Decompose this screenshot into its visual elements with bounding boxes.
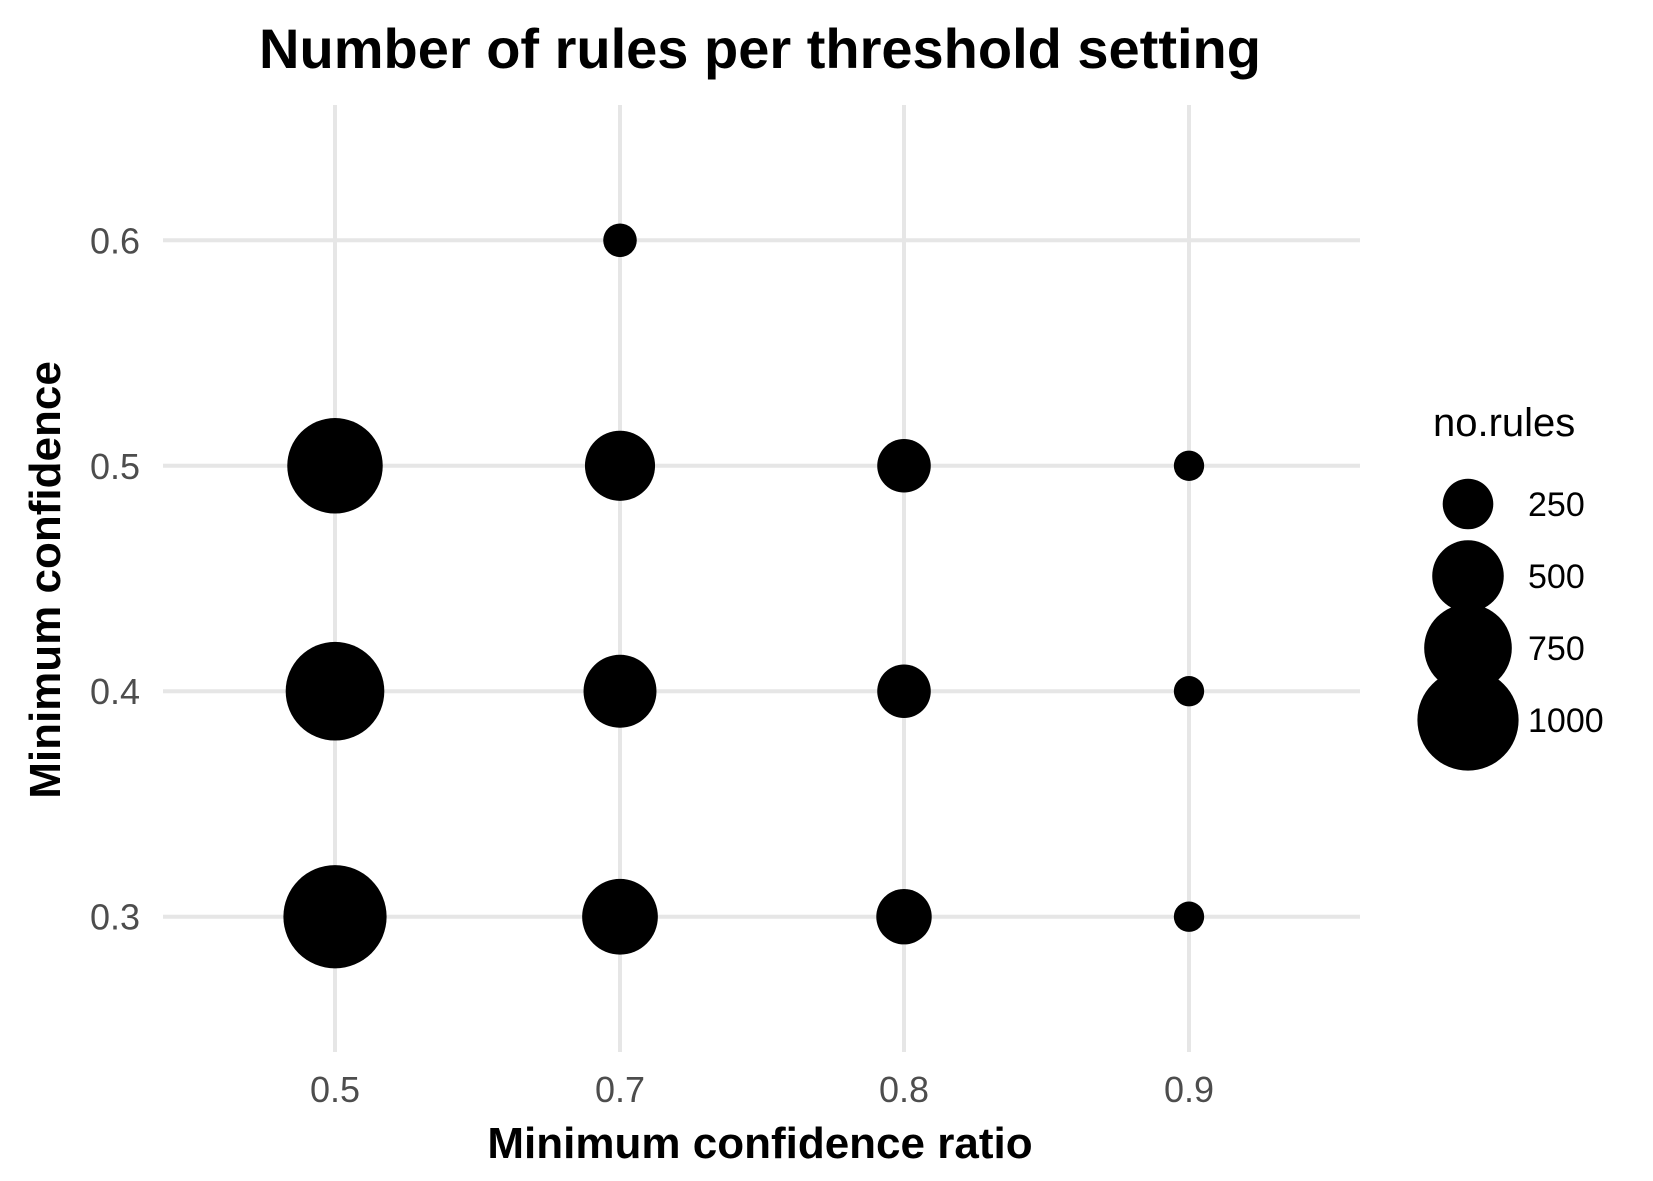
x-tick-label: 0.9 — [1164, 1069, 1214, 1110]
y-axis-title: Minimum confidence — [21, 361, 70, 799]
data-point — [584, 430, 656, 501]
y-tick-label: 0.3 — [90, 897, 140, 938]
x-tick-label: 0.8 — [879, 1069, 929, 1110]
data-point — [877, 438, 931, 493]
legend-key-circle — [1442, 478, 1494, 530]
data-point — [285, 641, 385, 741]
legend-label: 1000 — [1528, 702, 1604, 740]
data-point — [1173, 450, 1205, 481]
data-point — [876, 889, 932, 945]
y-axis-ticks: 0.3 0.4 0.5 0.6 — [90, 220, 140, 937]
legend-label: 250 — [1528, 486, 1585, 524]
data-point — [603, 223, 637, 258]
x-tick-label: 0.7 — [595, 1069, 645, 1110]
data-point — [582, 878, 658, 955]
data-point — [583, 654, 657, 728]
data-point — [1173, 901, 1205, 932]
data-point — [287, 418, 383, 514]
data-point — [1173, 676, 1205, 707]
y-tick-label: 0.4 — [90, 671, 140, 712]
legend-key-circle — [1432, 540, 1504, 612]
y-tick-label: 0.5 — [90, 446, 140, 487]
legend-label: 750 — [1528, 630, 1585, 668]
legend-title: no.rules — [1433, 401, 1575, 445]
data-point — [877, 664, 931, 719]
x-axis-ticks: 0.5 0.7 0.8 0.9 — [310, 1069, 1214, 1110]
legend-key-circle — [1417, 669, 1519, 771]
x-axis-title: Minimum confidence ratio — [487, 1119, 1032, 1168]
legend-key-circle — [1424, 604, 1512, 692]
points-layer — [283, 223, 1205, 969]
legend-entries: 250 500 750 1000 — [1417, 478, 1604, 771]
chart-title: Number of rules per threshold setting — [259, 17, 1261, 80]
size-legend: no.rules 250 500 750 1000 — [1417, 401, 1604, 771]
x-tick-label: 0.5 — [310, 1069, 360, 1110]
y-tick-label: 0.6 — [90, 220, 140, 261]
data-point — [283, 865, 387, 969]
legend-label: 500 — [1528, 558, 1585, 596]
